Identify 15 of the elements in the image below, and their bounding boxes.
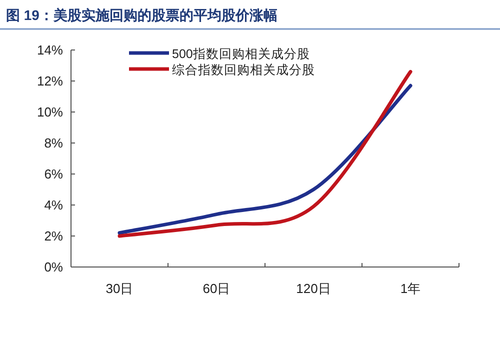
chart-title: 图 19：美股实施回购的股票的平均股价涨幅 — [6, 7, 278, 23]
legend-label: 综合指数回购相关成分股 — [172, 63, 315, 77]
y-tick-label: 12% — [36, 74, 64, 88]
x-tick-label: 30日 — [106, 281, 134, 296]
legend-label: 500指数回购相关成分股 — [172, 47, 310, 61]
y-tick-label: 10% — [36, 104, 64, 120]
y-tick-label: 6% — [44, 166, 64, 182]
y-tick-label: 2% — [44, 228, 64, 244]
x-tick-label: 120日 — [296, 281, 331, 296]
x-tick-label: 1年 — [400, 281, 421, 296]
x-tick-label: 60日 — [202, 281, 230, 296]
y-tick-label: 14% — [36, 42, 64, 58]
y-tick-label: 0% — [44, 260, 64, 274]
y-tick-label: 4% — [44, 198, 64, 212]
y-tick-label: 8% — [44, 136, 64, 150]
